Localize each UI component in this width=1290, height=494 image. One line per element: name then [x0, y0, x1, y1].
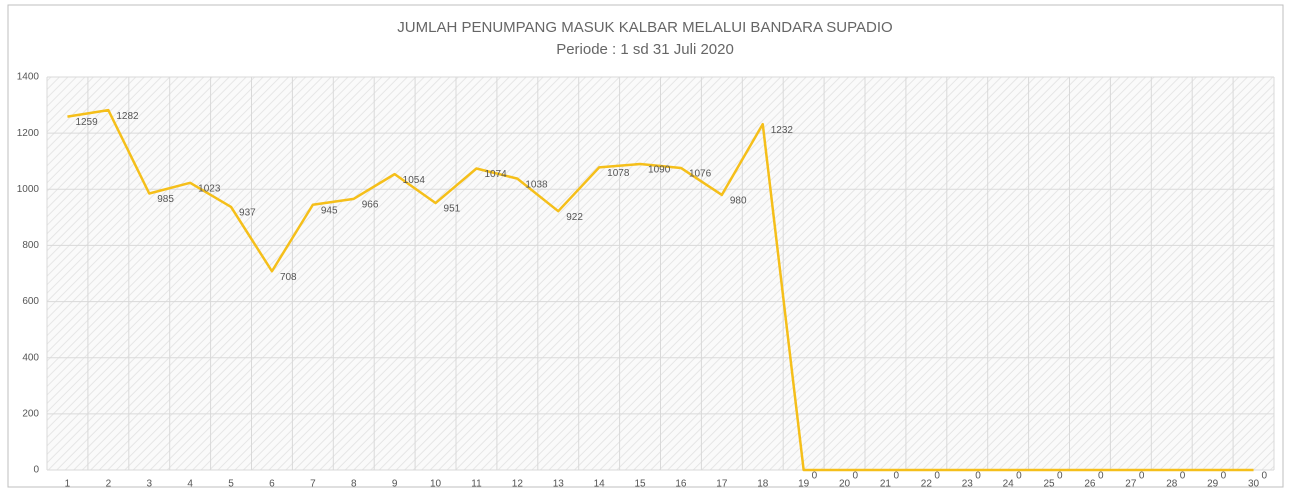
x-tick-label: 16: [675, 479, 687, 490]
data-label: 0: [853, 471, 859, 482]
x-tick-label: 4: [187, 479, 193, 490]
data-label: 0: [893, 471, 899, 482]
chart-subtitle: Periode : 1 sd 31 Juli 2020: [556, 41, 734, 58]
x-tick-label: 22: [921, 479, 933, 490]
x-tick-label: 3: [146, 479, 152, 490]
y-tick-label: 800: [22, 240, 39, 251]
data-label: 951: [444, 204, 461, 215]
data-label: 0: [812, 471, 818, 482]
data-label: 0: [934, 471, 940, 482]
y-tick-label: 600: [22, 296, 39, 307]
x-tick-label: 18: [757, 479, 769, 490]
data-label: 1074: [484, 169, 507, 180]
x-tick-label: 30: [1248, 479, 1260, 490]
x-tick-label: 9: [392, 479, 398, 490]
x-tick-label: 2: [106, 479, 112, 490]
x-tick-label: 27: [1125, 479, 1137, 490]
data-label: 985: [157, 194, 174, 205]
y-tick-label: 1200: [17, 128, 40, 139]
data-label: 937: [239, 208, 256, 219]
x-tick-label: 1: [65, 479, 71, 490]
x-tick-label: 14: [594, 479, 606, 490]
x-tick-label: 26: [1084, 479, 1096, 490]
x-tick-label: 23: [962, 479, 974, 490]
data-label: 922: [566, 212, 583, 223]
x-tick-label: 6: [269, 479, 275, 490]
data-label: 1023: [198, 183, 221, 194]
x-tick-label: 21: [880, 479, 892, 490]
data-label: 945: [321, 205, 338, 216]
x-tick-label: 13: [553, 479, 565, 490]
data-label: 0: [1057, 471, 1063, 482]
data-label: 1282: [116, 111, 139, 122]
data-label: 1076: [689, 169, 712, 180]
x-tick-label: 20: [839, 479, 851, 490]
x-tick-label: 17: [716, 479, 728, 490]
chart-title: JUMLAH PENUMPANG MASUK KALBAR MELALUI BA…: [397, 19, 892, 36]
x-tick-label: 25: [1043, 479, 1055, 490]
data-label: 1232: [771, 125, 794, 136]
x-tick-label: 28: [1166, 479, 1178, 490]
x-tick-label: 7: [310, 479, 316, 490]
y-tick-label: 1000: [17, 184, 40, 195]
x-tick-label: 10: [430, 479, 442, 490]
data-label: 966: [362, 199, 379, 210]
data-label: 0: [975, 471, 981, 482]
data-label: 1259: [75, 117, 98, 128]
x-tick-label: 29: [1207, 479, 1219, 490]
x-tick-label: 11: [471, 479, 482, 490]
data-label: 0: [1262, 471, 1268, 482]
data-label: 0: [1221, 471, 1227, 482]
data-label: 1078: [607, 168, 630, 179]
data-label: 0: [1016, 471, 1022, 482]
x-tick-label: 12: [512, 479, 524, 490]
x-tick-label: 19: [798, 479, 810, 490]
data-label: 1090: [648, 165, 671, 176]
y-tick-label: 400: [22, 352, 39, 363]
y-tick-label: 0: [33, 465, 39, 476]
y-tick-label: 200: [22, 408, 39, 419]
x-tick-label: 5: [228, 479, 234, 490]
data-label: 0: [1180, 471, 1186, 482]
line-series: [67, 108, 1254, 472]
y-tick-label: 1400: [17, 72, 40, 83]
x-tick-label: 15: [634, 479, 646, 490]
data-label: 0: [1139, 471, 1145, 482]
x-tick-label: 24: [1003, 479, 1015, 490]
x-tick-label: 8: [351, 479, 357, 490]
data-label: 708: [280, 272, 297, 283]
data-label: 0: [1098, 471, 1104, 482]
data-label: 1054: [403, 175, 426, 186]
data-label: 980: [730, 196, 747, 207]
data-label: 1038: [525, 179, 548, 190]
